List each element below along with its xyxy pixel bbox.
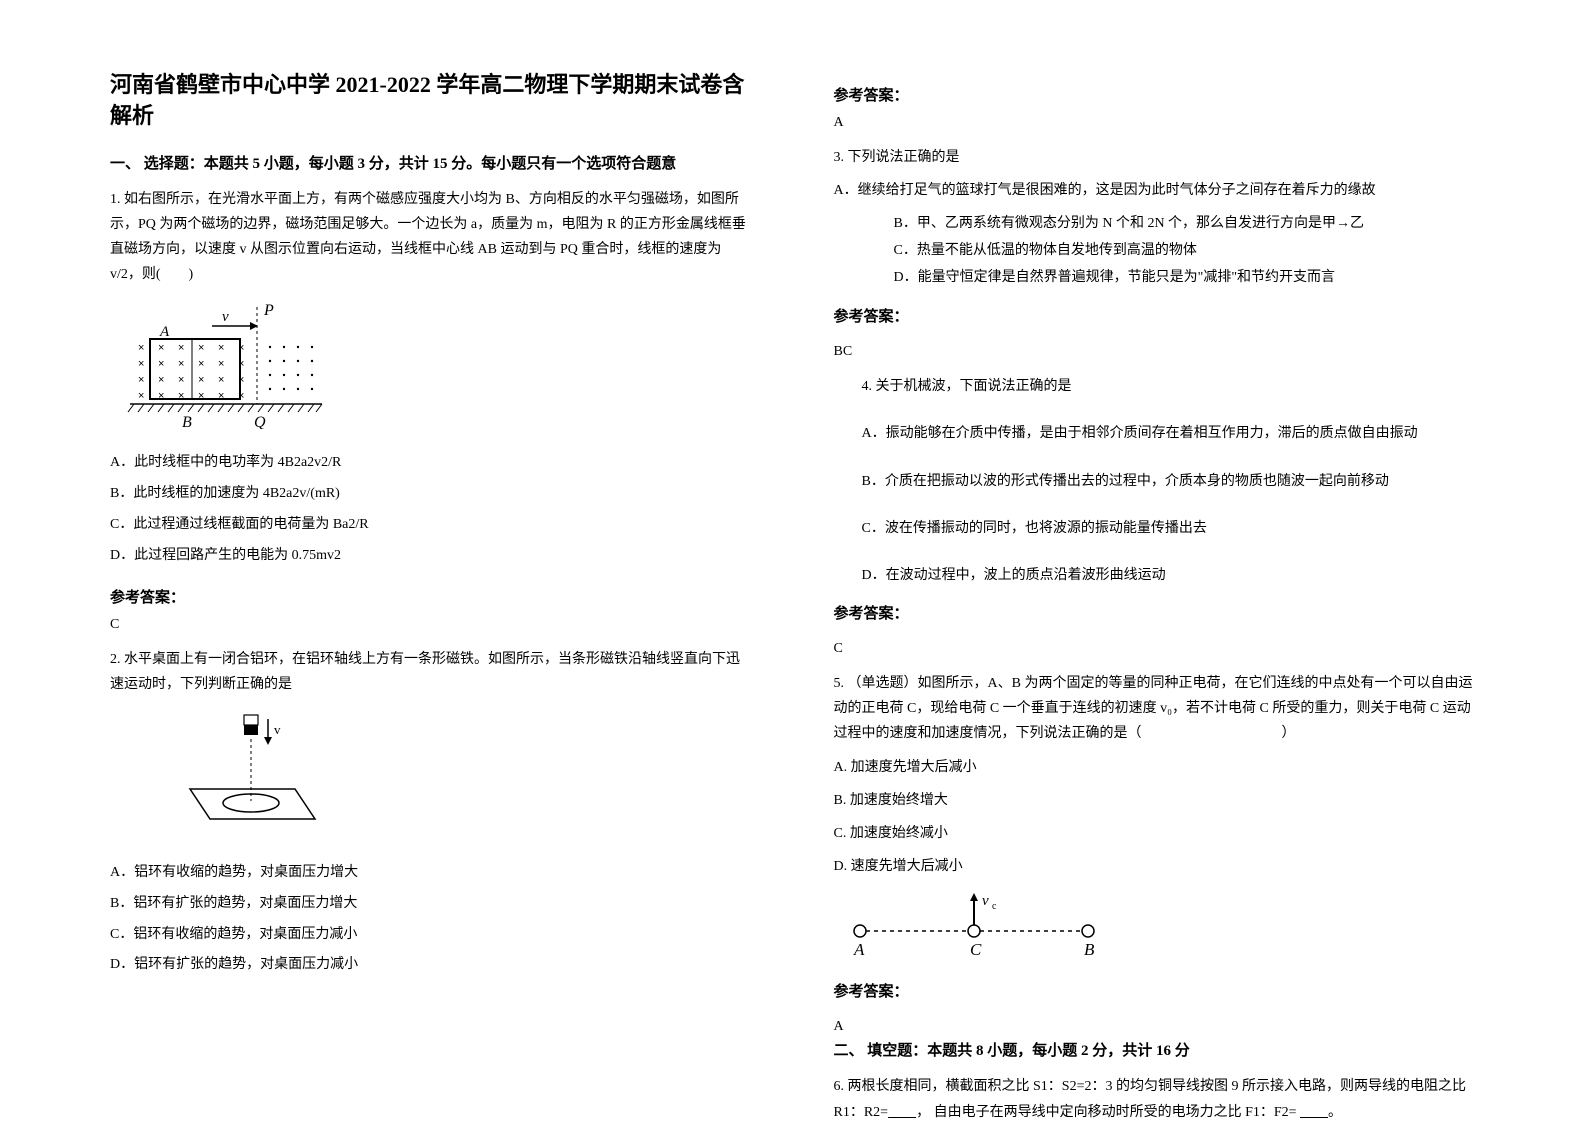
- q1-answer-label: 参考答案：: [110, 586, 754, 607]
- svg-text:×: ×: [218, 390, 224, 402]
- svg-text:×: ×: [218, 342, 224, 354]
- q3-text: 3. 下列说法正确的是: [834, 145, 1478, 170]
- q3-option-c: C．热量不能从低温的物体自发地传到高温的物体: [894, 238, 1478, 265]
- q4-text: 4. 关于机械波，下面说法正确的是: [862, 374, 1478, 399]
- svg-text:×: ×: [178, 390, 184, 402]
- svg-text:×: ×: [178, 358, 184, 370]
- q4-answer: C: [834, 641, 1478, 657]
- q5-option-d: D. 速度先增大后减小: [834, 854, 1478, 879]
- svg-text:×: ×: [198, 342, 204, 354]
- q1-answer: C: [110, 617, 754, 633]
- svg-text:B: B: [182, 414, 192, 429]
- q3-answer: BC: [834, 344, 1478, 360]
- svg-text:×: ×: [178, 342, 184, 354]
- svg-text:×: ×: [238, 358, 244, 370]
- q5-option-a: A. 加速度先增大后减小: [834, 755, 1478, 780]
- q4-option-c: C．波在传播振动的同时，也将波源的振动能量传播出去: [862, 516, 1478, 541]
- q5-answer-label: 参考答案：: [834, 980, 1478, 1001]
- q4-answer-label: 参考答案：: [834, 602, 1478, 623]
- q3-option-d: D．能量守恒定律是自然界普遍规律，节能只是为"减排"和节约开支而言: [894, 265, 1478, 292]
- q1-figure: P v A × × × × × × × × × × × × × × × × × × × × × × × ×: [122, 299, 754, 434]
- q5-answer: A: [834, 1019, 1478, 1035]
- q5-figure: v c A C B: [846, 891, 1478, 966]
- svg-text:×: ×: [198, 390, 204, 402]
- svg-text:P: P: [263, 302, 274, 319]
- q2-option-b: B．铝环有扩张的趋势，对桌面压力增大: [110, 889, 754, 920]
- svg-text:v: v: [274, 722, 281, 737]
- svg-text:×: ×: [158, 342, 164, 354]
- q4-option-b: B．介质在把振动以波的形式传播出去的过程中，介质本身的物质也随波一起向前移动: [862, 469, 1478, 494]
- q6-blank2: [1300, 1105, 1328, 1120]
- svg-text:×: ×: [178, 374, 184, 386]
- q6-text-part3: 。: [1328, 1105, 1342, 1120]
- svg-text:v: v: [222, 309, 229, 325]
- q3-option-b: B．甲、乙两系统有微观态分别为 N 个和 2N 个，那么自发进行方向是甲→乙: [894, 211, 1478, 238]
- q1-option-c: C．此过程通过线框截面的电荷量为 Ba2/R: [110, 510, 754, 541]
- q1-option-b: B．此时线框的加速度为 4B2a2v/(mR): [110, 479, 754, 510]
- svg-text:×: ×: [138, 342, 144, 354]
- q2-option-a: A．铝环有收缩的趋势，对桌面压力增大: [110, 858, 754, 889]
- svg-text:×: ×: [238, 374, 244, 386]
- q5-text: 5. （单选题）如图所示，A、B 为两个固定的等量的同种正电荷，在它们连线的中点…: [834, 671, 1478, 747]
- q2-figure: v: [180, 709, 754, 844]
- q3-answer-label: 参考答案：: [834, 305, 1478, 326]
- exam-title: 河南省鹤壁市中心中学 2021-2022 学年高二物理下学期期末试卷含解析: [110, 70, 754, 132]
- q1-option-a: A．此时线框中的电功率为 4B2a2v2/R: [110, 448, 754, 479]
- svg-text:B: B: [1084, 940, 1095, 959]
- svg-text:×: ×: [218, 374, 224, 386]
- q1-option-d: D．此过程回路产生的电能为 0.75mv2: [110, 541, 754, 572]
- svg-text:×: ×: [158, 390, 164, 402]
- q3-option-a: A．继续给打足气的篮球打气是很困难的，这是因为此时气体分子之间存在着斥力的缘故: [834, 178, 1478, 203]
- q2-text: 2. 水平桌面上有一闭合铝环，在铝环轴线上方有一条形磁铁。如图所示，当条形磁铁沿…: [110, 647, 754, 697]
- svg-text:×: ×: [138, 358, 144, 370]
- svg-text:×: ×: [218, 358, 224, 370]
- svg-text:v: v: [982, 893, 989, 909]
- svg-text:×: ×: [198, 374, 204, 386]
- q4-option-d: D．在波动过程中，波上的质点沿着波形曲线运动: [862, 563, 1478, 588]
- q2-answer-label: 参考答案：: [834, 84, 1478, 105]
- q1-text: 1. 如右图所示，在光滑水平面上方，有两个磁感应强度大小均为 B、方向相反的水平…: [110, 187, 754, 288]
- svg-text:×: ×: [158, 374, 164, 386]
- svg-text:×: ×: [238, 390, 244, 402]
- svg-text:×: ×: [198, 358, 204, 370]
- svg-text:×: ×: [138, 374, 144, 386]
- svg-text:C: C: [970, 940, 982, 959]
- svg-text:×: ×: [238, 342, 244, 354]
- q6-text: 6. 两根长度相同，横截面积之比 S1：S2=2：3 的均匀铜导线按图 9 所示…: [834, 1074, 1478, 1124]
- q6-text-part2: ， 自由电子在两导线中定向移动时所受的电场力之比 F1：F2=: [916, 1105, 1300, 1120]
- svg-text:Q: Q: [254, 414, 266, 429]
- q5-option-b: B. 加速度始终增大: [834, 788, 1478, 813]
- svg-text:A: A: [853, 940, 865, 959]
- section1-header: 一、 选择题：本题共 5 小题，每小题 3 分，共计 15 分。每小题只有一个选…: [110, 152, 754, 173]
- q2-option-c: C．铝环有收缩的趋势，对桌面压力减小: [110, 920, 754, 951]
- section2-header: 二、 填空题：本题共 8 小题，每小题 2 分，共计 16 分: [834, 1039, 1478, 1060]
- q5-option-c: C. 加速度始终减小: [834, 821, 1478, 846]
- svg-text:×: ×: [158, 358, 164, 370]
- q6-blank1: [888, 1105, 916, 1120]
- svg-text:×: ×: [138, 390, 144, 402]
- q2-option-d: D．铝环有扩张的趋势，对桌面压力减小: [110, 950, 754, 981]
- svg-text:c: c: [992, 901, 997, 912]
- svg-text:A: A: [159, 324, 170, 340]
- q4-option-a: A．振动能够在介质中传播，是由于相邻介质间存在着相互作用力，滞后的质点做自由振动: [862, 421, 1478, 446]
- q2-answer: A: [834, 115, 1478, 131]
